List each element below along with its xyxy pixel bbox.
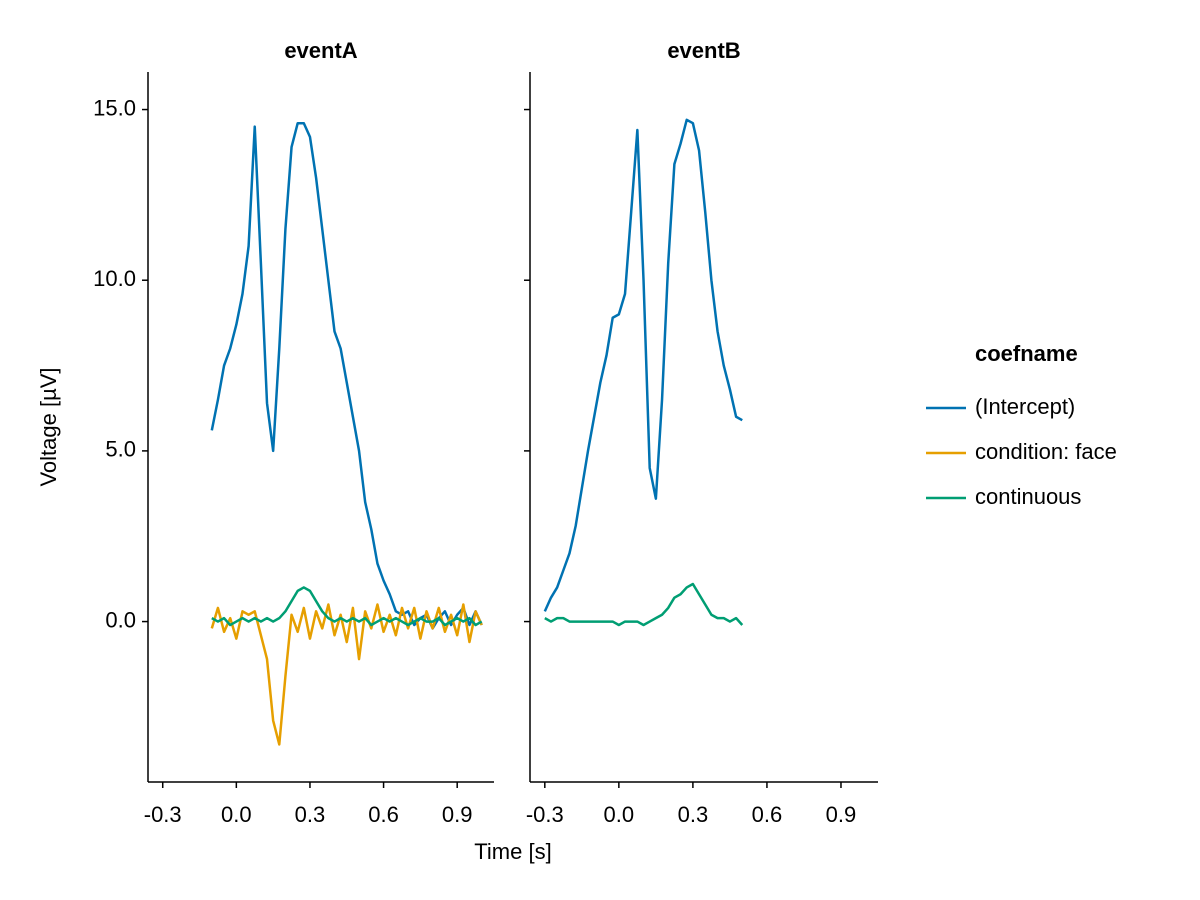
x-tick-label: 0.6 bbox=[752, 802, 783, 827]
y-tick-label: 5.0 bbox=[105, 437, 136, 462]
x-axis-label: Time [s] bbox=[474, 839, 551, 864]
x-tick-label: 0.9 bbox=[442, 802, 473, 827]
x-tick-label: 0.3 bbox=[295, 802, 326, 827]
legend-label: continuous bbox=[975, 484, 1081, 509]
y-tick-label: 0.0 bbox=[105, 607, 136, 632]
panel-title: eventB bbox=[667, 38, 740, 63]
legend-title: coefname bbox=[975, 341, 1078, 366]
x-tick-label: 0.9 bbox=[826, 802, 857, 827]
x-tick-label: 0.0 bbox=[221, 802, 252, 827]
line-series bbox=[210, 603, 483, 746]
line-series bbox=[210, 121, 483, 630]
y-tick-label: 10.0 bbox=[93, 266, 136, 291]
legend-label: (Intercept) bbox=[975, 394, 1075, 419]
y-tick-label: 15.0 bbox=[93, 95, 136, 120]
y-axis-label: Voltage [µV] bbox=[36, 367, 61, 486]
x-tick-label: 0.0 bbox=[604, 802, 635, 827]
x-tick-label: 0.3 bbox=[678, 802, 709, 827]
x-tick-label: 0.6 bbox=[368, 802, 399, 827]
line-series bbox=[543, 118, 743, 612]
x-tick-label: -0.3 bbox=[144, 802, 182, 827]
legend-label: condition: face bbox=[975, 439, 1117, 464]
panel-title: eventA bbox=[284, 38, 357, 63]
line-series bbox=[544, 582, 744, 627]
x-tick-label: -0.3 bbox=[526, 802, 564, 827]
line-series bbox=[211, 586, 483, 627]
